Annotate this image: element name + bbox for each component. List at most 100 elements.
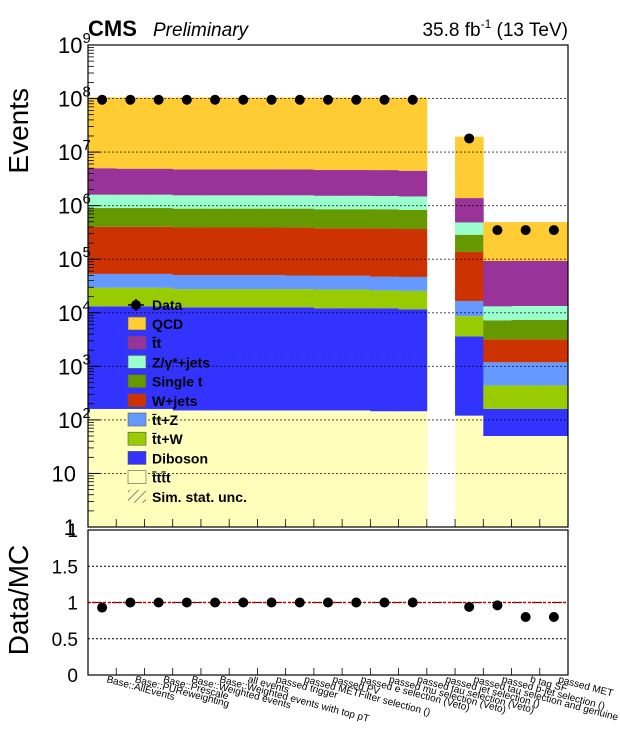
ratio-point bbox=[323, 597, 333, 608]
ratio-point bbox=[492, 600, 503, 611]
legend-label: Z/γ*+jets bbox=[152, 354, 210, 370]
ratio-point bbox=[351, 597, 362, 608]
bar-ttz bbox=[370, 276, 399, 291]
ratio-point bbox=[464, 601, 475, 612]
bar-qcd bbox=[88, 97, 117, 169]
bar-ttz bbox=[313, 275, 343, 290]
bar-diboson bbox=[144, 306, 174, 409]
bar-single-t bbox=[370, 209, 399, 229]
y-tick-label: 103 bbox=[58, 351, 91, 379]
bar-z-jets bbox=[144, 194, 174, 209]
bar-tttt bbox=[539, 436, 569, 527]
bar-qcd bbox=[285, 97, 315, 170]
bar-tt bbox=[370, 170, 399, 196]
legend-swatch bbox=[127, 451, 147, 465]
legend-item: t̄t+W bbox=[127, 431, 184, 447]
ratio-point bbox=[520, 612, 531, 622]
legend-label-data: Data bbox=[152, 297, 183, 313]
bar-w-jets bbox=[342, 228, 371, 276]
bar-z-jets bbox=[483, 306, 512, 321]
bar-z-jets bbox=[398, 196, 428, 210]
bar-single-t bbox=[539, 319, 569, 340]
bar-tt bbox=[285, 169, 315, 196]
legend-label: t̄t bbox=[151, 335, 161, 351]
bar-z-jets bbox=[200, 195, 230, 209]
bar-tttt bbox=[455, 415, 484, 527]
legend-label: t̄tt̄t bbox=[151, 469, 171, 485]
bar-tttt bbox=[483, 436, 512, 527]
legend-label: t̄t+Z bbox=[151, 412, 178, 428]
bar-qcd bbox=[229, 97, 258, 170]
bar-diboson bbox=[342, 308, 371, 411]
ratio-point bbox=[97, 602, 108, 613]
main-panel: 1 10 102 103 104 105 106 107 108 109 bbox=[52, 30, 569, 540]
data-point bbox=[97, 94, 108, 105]
ratio-point bbox=[548, 612, 559, 622]
ratio-point bbox=[125, 597, 136, 608]
bar-ttw bbox=[342, 289, 371, 309]
bar-single-t bbox=[313, 209, 343, 229]
bar-diboson bbox=[172, 307, 202, 411]
energy-label: (13 TeV) bbox=[497, 20, 568, 41]
bar-tt bbox=[511, 260, 541, 306]
bar-z-jets bbox=[229, 195, 258, 209]
bar-ttw bbox=[88, 287, 117, 307]
data-point bbox=[548, 225, 559, 236]
bar-ttz bbox=[539, 362, 569, 386]
bar-tt bbox=[398, 170, 428, 197]
bar-diboson bbox=[285, 307, 315, 411]
bar-single-t bbox=[144, 208, 174, 227]
data-point bbox=[125, 94, 136, 105]
cms-label: CMS bbox=[88, 16, 137, 41]
legend-item: Single t bbox=[127, 374, 203, 390]
data-point bbox=[492, 225, 503, 236]
legend-item: t̄t bbox=[127, 335, 162, 351]
bar-z-jets bbox=[539, 305, 569, 320]
bar-tt bbox=[483, 260, 512, 307]
data-point bbox=[323, 94, 333, 105]
bar-w-jets bbox=[229, 227, 258, 276]
bar-tt bbox=[144, 168, 174, 195]
bar-ttw bbox=[539, 385, 569, 409]
legend-item: t̄t+Z bbox=[127, 412, 179, 428]
y-tick-label: 109 bbox=[58, 30, 91, 58]
bar-tttt bbox=[370, 411, 399, 527]
bar-w-jets bbox=[455, 251, 484, 301]
ratio-tick-label: 1 bbox=[67, 521, 78, 542]
bar-ttz bbox=[511, 362, 541, 386]
bar-qcd bbox=[116, 97, 145, 169]
data-point bbox=[351, 94, 362, 105]
bar-diboson bbox=[398, 309, 428, 412]
bar-ttz bbox=[257, 275, 287, 290]
bar-tttt bbox=[511, 436, 541, 527]
lumi-exponent: -1 bbox=[481, 17, 492, 31]
bar-qcd bbox=[370, 97, 399, 171]
bar-ttz bbox=[398, 276, 428, 291]
bar-ttz bbox=[483, 362, 512, 386]
bar-diboson bbox=[88, 306, 117, 409]
bar-ttz bbox=[285, 275, 315, 290]
ratio-panel: 0 0.5 1 1.5 1 bbox=[52, 521, 569, 687]
bar-z-jets bbox=[455, 222, 484, 235]
legend-swatch bbox=[127, 335, 147, 350]
legend-swatch bbox=[127, 431, 147, 446]
bar-qcd bbox=[200, 97, 230, 170]
bar-tt bbox=[257, 169, 287, 196]
bar-qcd bbox=[455, 136, 484, 199]
bar-qcd bbox=[398, 97, 428, 171]
legend-swatch bbox=[127, 393, 147, 408]
bar-tt bbox=[342, 170, 371, 196]
bar-diboson bbox=[313, 308, 343, 411]
bar-diboson bbox=[455, 336, 484, 416]
bar-ttw bbox=[511, 385, 541, 409]
ratio-tick-label: 0 bbox=[67, 666, 78, 687]
data-point bbox=[266, 94, 277, 105]
ratio-point bbox=[210, 597, 221, 608]
bar-single-t bbox=[257, 208, 287, 228]
bar-w-jets bbox=[370, 228, 399, 277]
bar-diboson bbox=[539, 408, 569, 437]
bar-single-t bbox=[116, 208, 145, 227]
bar-z-jets bbox=[172, 195, 202, 209]
bar-ttw bbox=[229, 289, 258, 308]
